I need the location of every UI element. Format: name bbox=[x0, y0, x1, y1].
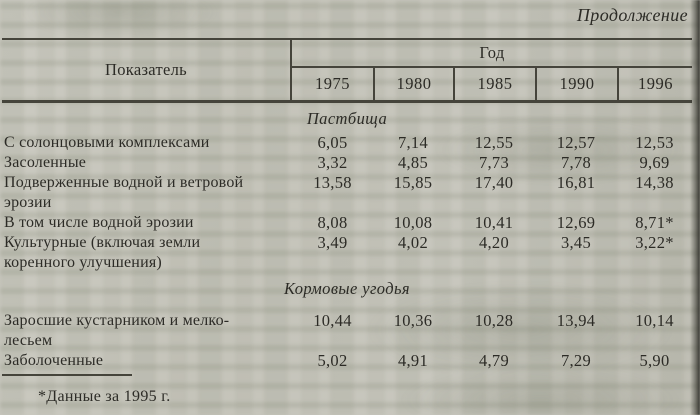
cell-value: 4,79 bbox=[478, 351, 510, 370]
section-title: Пастбища bbox=[306, 109, 388, 128]
year-headers-row: 1975 1980 1985 1990 1996 bbox=[292, 68, 692, 100]
row-label: Подверженные водной и ветровой эрозии bbox=[4, 174, 244, 211]
row-label: Заросшие кустарником и мелко- лесьем bbox=[4, 312, 230, 349]
cell-value: 4,85 bbox=[397, 153, 429, 172]
year-header: 1996 bbox=[617, 68, 692, 100]
cell-value: 3,45 bbox=[560, 233, 592, 252]
footnote-separator bbox=[2, 374, 132, 376]
cell-value: 10,41 bbox=[474, 213, 514, 232]
year-header: 1975 bbox=[315, 74, 350, 93]
table-row: Заросшие кустарником и мелко- лесьем 10,4… bbox=[2, 311, 692, 351]
row-label: Культурные (включая земли коренного улуч… bbox=[4, 234, 201, 271]
cell-value: 16,81 bbox=[556, 173, 596, 192]
cell-value: 10,28 bbox=[474, 311, 514, 330]
cell-value: 5,02 bbox=[317, 351, 348, 370]
cell-value: 5,90 bbox=[639, 351, 670, 370]
cell-value: 3,22* bbox=[635, 233, 674, 252]
cell-value: 6,05 bbox=[317, 133, 348, 152]
year-header: 1990 bbox=[535, 68, 617, 100]
cell-value: 10,36 bbox=[393, 311, 433, 330]
cell-value: 10,44 bbox=[313, 311, 352, 330]
row-label: В том числе водной эрозии bbox=[4, 214, 194, 231]
table-row: Заболоченные 5,02 4,91 4,79 7,29 5,90 bbox=[2, 351, 692, 371]
cell-value: 7,29 bbox=[560, 351, 592, 370]
cell-value: 15,85 bbox=[393, 173, 433, 192]
cell-value: 10,14 bbox=[635, 311, 674, 330]
year-group-header: Год bbox=[292, 40, 692, 68]
year-header: 1985 bbox=[453, 68, 535, 100]
cell-value: 12,53 bbox=[635, 133, 674, 152]
cell-value: 9,69 bbox=[639, 153, 670, 172]
cell-value: 7,14 bbox=[397, 133, 429, 152]
page-edge-shadow bbox=[690, 0, 700, 415]
row-label: Заболоченные bbox=[4, 352, 104, 369]
cell-value: 12,57 bbox=[556, 133, 596, 152]
cell-value: 10,08 bbox=[393, 213, 433, 232]
cell-value: 12,55 bbox=[474, 133, 514, 152]
cell-value: 3,49 bbox=[317, 233, 348, 252]
cell-value: 12,69 bbox=[556, 213, 596, 232]
cell-value: 14,38 bbox=[635, 173, 674, 192]
section-title: Кормовые угодья bbox=[284, 279, 410, 298]
table-row: В том числе водной эрозии 8,08 10,08 10,41 1… bbox=[2, 213, 692, 233]
cell-value: 17,40 bbox=[474, 173, 514, 192]
cell-value: 4,02 bbox=[397, 233, 429, 252]
cell-value: 7,73 bbox=[478, 153, 510, 172]
footnote-text: *Данные за 1995 г. bbox=[38, 388, 171, 405]
table-row: С солонцовыми комплексами 6,05 7,14 12,55 12… bbox=[2, 133, 692, 153]
year-column-group: Год 1975 1980 1985 1990 1996 bbox=[292, 40, 692, 100]
cell-value: 7,78 bbox=[560, 153, 592, 172]
year-header: 1980 bbox=[373, 68, 453, 100]
cell-value: 13,94 bbox=[556, 311, 596, 330]
table-row: Подверженные водной и ветровой эрозии 13,… bbox=[2, 173, 692, 213]
cell-value: 4,20 bbox=[478, 233, 510, 252]
table-header: Показатель Год 1975 1980 1985 1990 1996 bbox=[2, 38, 692, 103]
cell-value: 4,91 bbox=[397, 351, 429, 370]
cell-value: 8,71* bbox=[635, 213, 674, 232]
cell-value: 3,32 bbox=[317, 153, 348, 172]
table-body: Пастбища С солонцовыми комплексами 6,05 7,1… bbox=[2, 103, 692, 371]
table-row: Засоленные 3,32 4,85 7,73 7,78 9,69 bbox=[2, 153, 692, 173]
row-label: С солонцовыми комплексами bbox=[4, 134, 210, 151]
row-label: Засоленные bbox=[4, 154, 87, 171]
data-table: Показатель Год 1975 1980 1985 1990 1996 Паст… bbox=[2, 38, 692, 371]
continuation-label: Продолжение bbox=[576, 5, 688, 25]
cell-value: 13,58 bbox=[313, 173, 352, 192]
indicator-column-header: Показатель bbox=[2, 40, 292, 100]
table-row: Культурные (включая земли коренного улуч… bbox=[2, 233, 692, 273]
cell-value: 8,08 bbox=[317, 213, 348, 232]
